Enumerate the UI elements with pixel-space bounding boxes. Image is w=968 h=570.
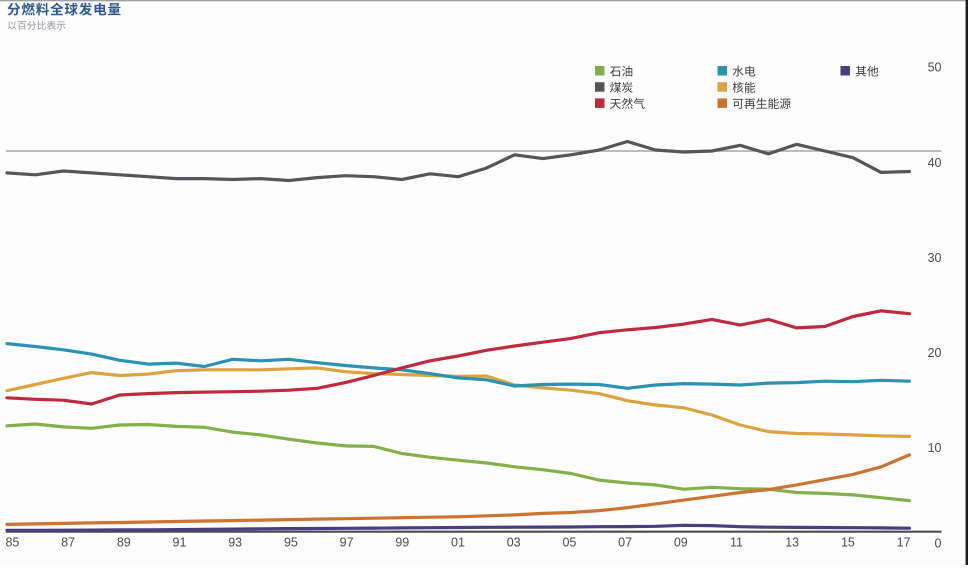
- svg-text:99: 99: [395, 536, 409, 550]
- svg-text:20: 20: [928, 346, 942, 360]
- svg-text:05: 05: [562, 536, 576, 550]
- svg-text:15: 15: [841, 536, 855, 550]
- svg-text:30: 30: [928, 251, 942, 265]
- svg-text:95: 95: [284, 536, 298, 550]
- svg-text:97: 97: [340, 536, 354, 550]
- svg-text:03: 03: [507, 536, 521, 550]
- svg-text:13: 13: [785, 536, 799, 550]
- svg-text:89: 89: [117, 536, 131, 550]
- svg-text:10: 10: [928, 441, 942, 455]
- svg-text:0: 0: [935, 536, 942, 550]
- svg-text:07: 07: [618, 536, 632, 550]
- svg-text:40: 40: [928, 156, 942, 170]
- svg-text:01: 01: [451, 536, 465, 550]
- svg-text:50: 50: [928, 61, 942, 75]
- svg-text:87: 87: [61, 536, 75, 550]
- svg-text:11: 11: [730, 536, 743, 550]
- svg-text:91: 91: [173, 536, 187, 550]
- svg-text:17: 17: [897, 536, 911, 550]
- svg-text:09: 09: [674, 536, 688, 550]
- svg-text:93: 93: [228, 536, 242, 550]
- svg-text:85: 85: [5, 536, 19, 550]
